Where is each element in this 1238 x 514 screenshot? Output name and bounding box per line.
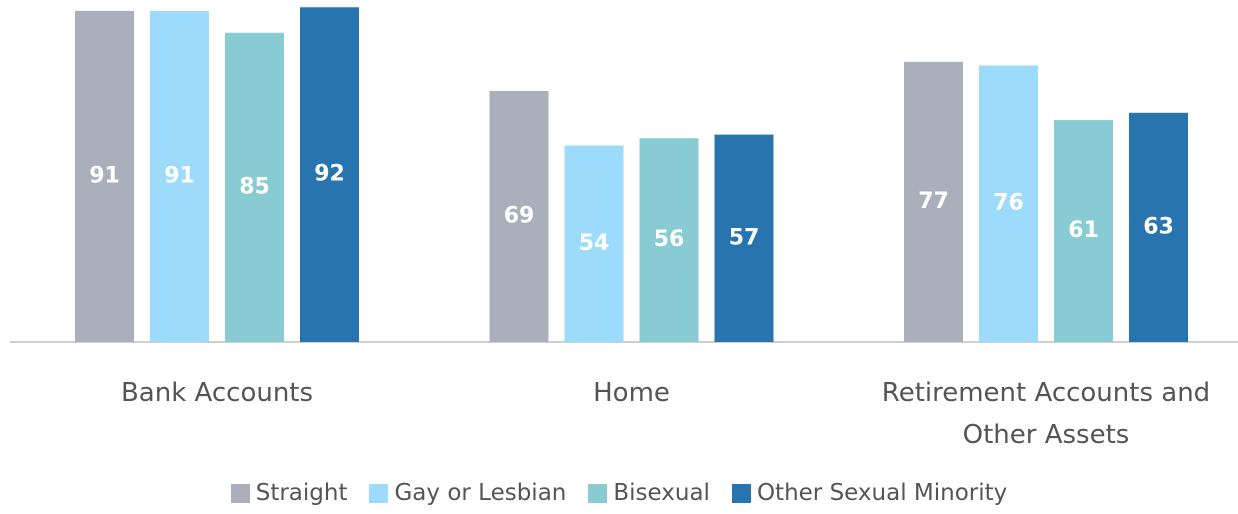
data-label: 54 [579,231,610,256]
data-label: 92 [314,162,345,187]
bar [1129,112,1188,342]
legend-label: Bisexual [613,480,710,506]
bar [225,32,284,342]
data-label: 63 [1143,214,1174,239]
data-label: 61 [1068,218,1099,243]
x-tick-label: Home [593,378,670,408]
data-label: 69 [504,203,535,228]
x-tick-label: Retirement Accounts and Other Assets [881,378,1211,450]
legend-swatch [731,483,751,503]
bar [300,7,359,343]
legend-swatch [588,483,608,503]
bar [979,65,1038,342]
data-label: 91 [89,163,120,188]
bar [150,10,209,343]
bar [639,138,699,342]
legend-item: Gay or Lesbian [369,480,566,506]
legend-swatch [230,483,250,503]
legend-item: Straight [230,480,348,506]
bar [75,10,134,343]
data-label: 77 [918,189,949,214]
legend-label: Other Sexual Minority [756,480,1008,506]
data-label: 56 [654,227,685,252]
data-label: 85 [239,174,270,199]
legend-item: Bisexual [588,480,710,506]
legend-label: Gay or Lesbian [394,480,567,506]
bar [1054,120,1113,342]
bar [489,90,549,342]
bar [564,145,624,342]
legend-swatch [369,483,389,503]
data-label: 76 [993,191,1024,216]
x-tick-label: Bank Accounts [120,378,314,408]
data-label: 57 [729,225,760,250]
bar [904,61,963,342]
legend-item: Other Sexual Minority [731,480,1008,506]
bar [714,134,774,342]
data-label: 91 [164,163,195,188]
legend: Straight Gay or Lesbian Bisexual Other Sexu… [0,480,1238,506]
legend-label: Straight [255,480,348,506]
